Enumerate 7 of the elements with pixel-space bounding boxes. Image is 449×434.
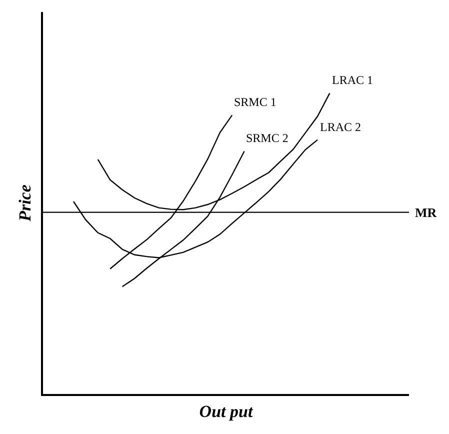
ref-line-label: MR	[415, 205, 438, 220]
x-axis-title: Out put	[199, 402, 254, 422]
series-label: LRAC 1	[332, 73, 374, 87]
series-label: LRAC 2	[320, 120, 362, 134]
y-axis-title: Price	[15, 184, 34, 222]
series-label: SRMC 2	[246, 131, 288, 145]
series-label: SRMC 1	[234, 95, 276, 109]
